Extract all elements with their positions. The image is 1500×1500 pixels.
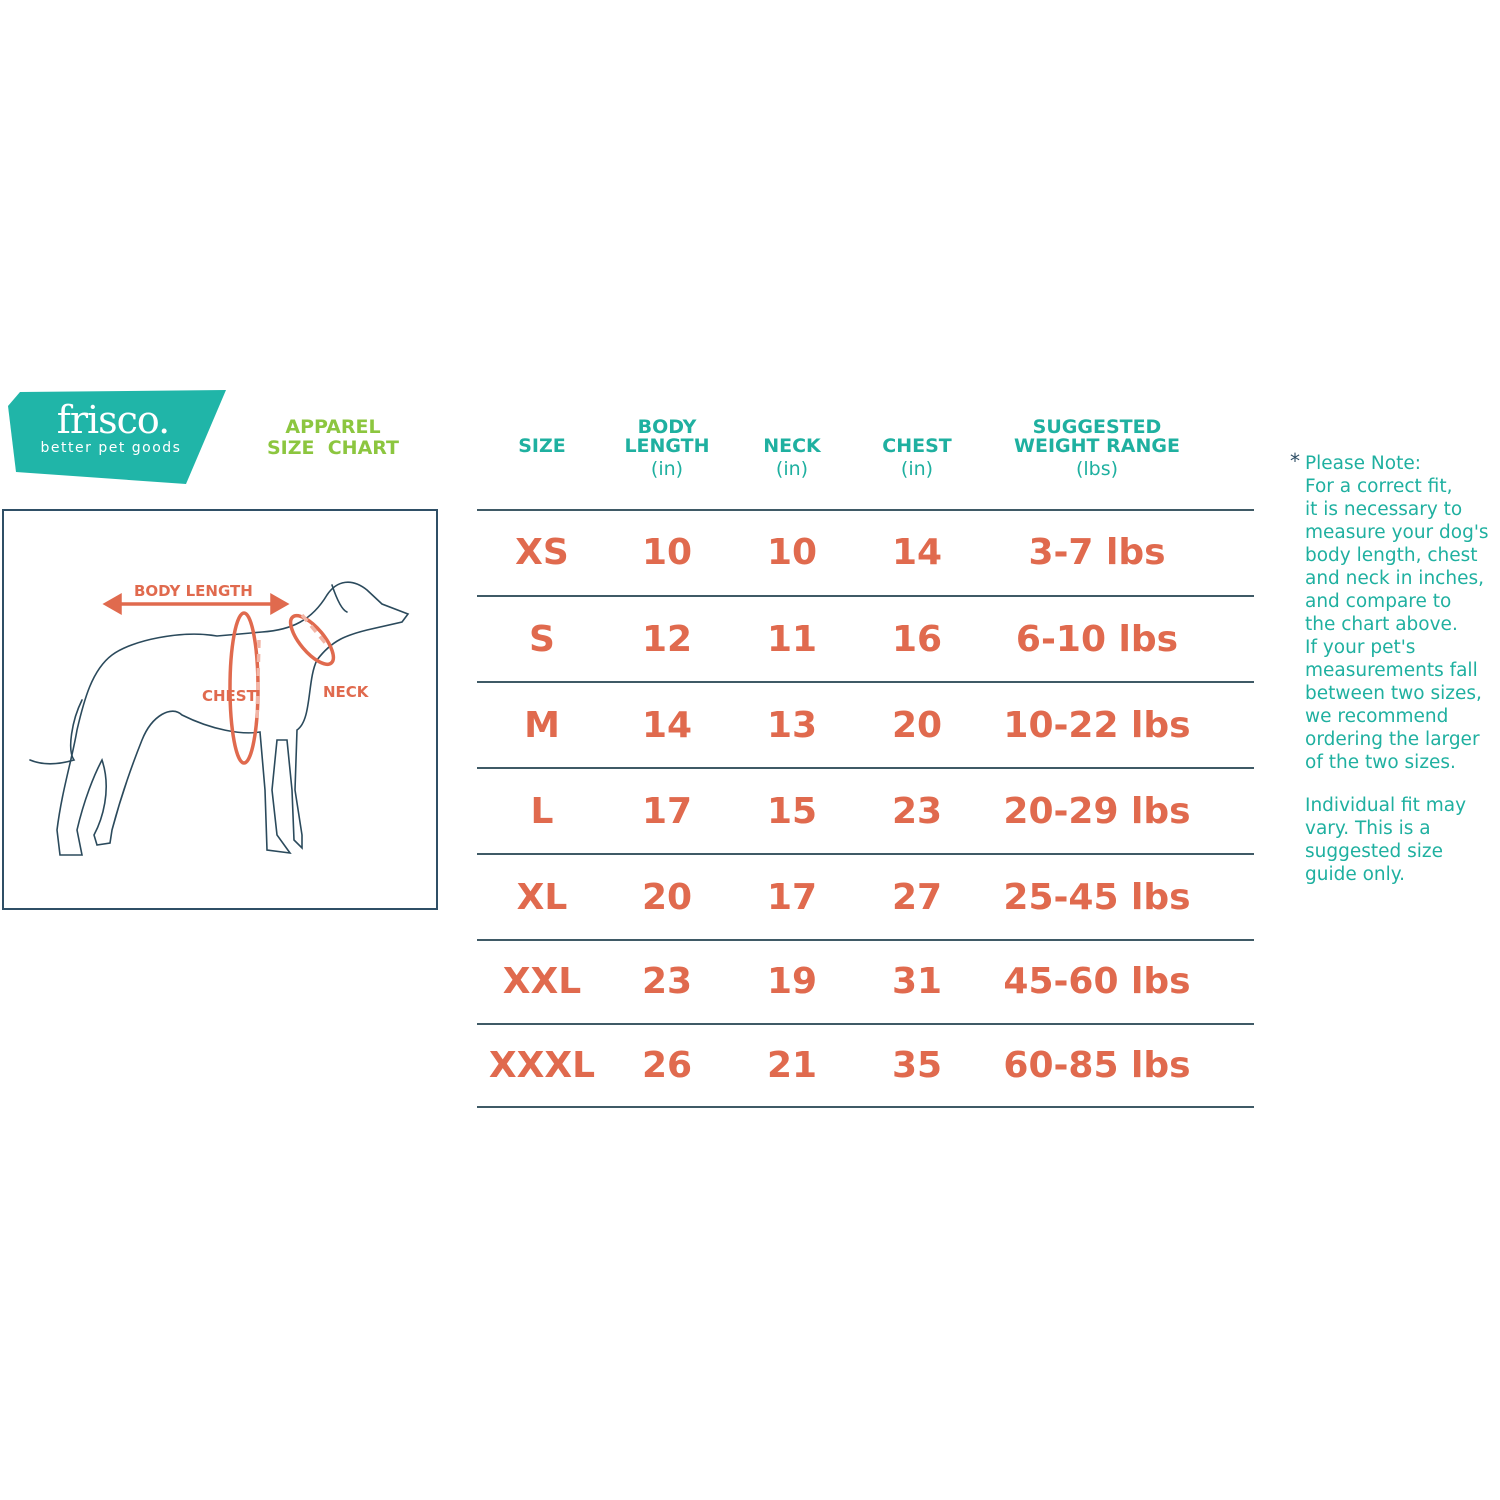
cell-chest: 27 xyxy=(891,877,943,918)
cell-chest: 20 xyxy=(891,705,943,746)
header-unit: (in) xyxy=(775,458,809,480)
cell-weight-range: 3-7 lbs xyxy=(1028,532,1166,573)
column-header-body-length: BODY LENGTH (in) xyxy=(577,418,757,482)
cell-size: L xyxy=(530,791,554,832)
cell-weight-range: 20-29 lbs xyxy=(1003,791,1191,832)
cell-size: XS xyxy=(515,532,569,573)
cell-weight-range: 6-10 lbs xyxy=(1015,619,1179,660)
column-header-neck: NECK (in) xyxy=(702,418,882,482)
note-line: body length, chest xyxy=(1305,545,1478,566)
sizing-note: * Please Note: For a correct fit, it is ne… xyxy=(1290,449,1500,886)
chart-title: APPAREL SIZE CHART xyxy=(258,417,408,459)
header-unit: (in) xyxy=(900,458,934,480)
row-divider xyxy=(477,853,1254,855)
header-line1: SUGGESTED xyxy=(1032,416,1162,438)
note-line: If your pet's xyxy=(1305,637,1416,658)
cell-chest: 14 xyxy=(891,532,943,573)
header-line2: SIZE xyxy=(518,435,566,457)
cell-neck: 10 xyxy=(766,532,818,573)
cell-body-length: 17 xyxy=(641,791,693,832)
header-line2: WEIGHT RANGE xyxy=(1014,435,1180,457)
cell-chest: 31 xyxy=(891,961,943,1002)
title-line2: SIZE CHART xyxy=(266,437,400,459)
body-length-label: BODY LENGTH xyxy=(134,582,253,600)
title-line1: APPAREL xyxy=(285,416,381,438)
row-divider xyxy=(477,681,1254,683)
brand-logo-badge xyxy=(8,390,226,484)
header-line2: CHEST xyxy=(882,435,952,457)
note-line: between two sizes, xyxy=(1305,683,1482,704)
brand-logo-name: frisco. xyxy=(56,398,170,442)
cell-neck: 21 xyxy=(766,1045,818,1086)
cell-weight-range: 45-60 lbs xyxy=(1003,961,1191,1002)
note-line: guide only. xyxy=(1305,864,1405,885)
cell-weight-range: 10-22 lbs xyxy=(1003,705,1191,746)
note-line: measure your dog's xyxy=(1305,522,1489,543)
column-header-size: SIZE xyxy=(452,418,632,482)
cell-size: XXXL xyxy=(488,1045,596,1086)
note-line: ordering the larger xyxy=(1305,729,1480,750)
cell-chest: 16 xyxy=(891,619,943,660)
note-line: of the two sizes. xyxy=(1305,752,1456,773)
dog-illustration xyxy=(29,581,410,856)
note-line: we recommend xyxy=(1305,706,1449,727)
row-divider xyxy=(477,509,1254,511)
cell-body-length: 14 xyxy=(641,705,693,746)
asterisk: * xyxy=(1290,449,1300,473)
cell-size: M xyxy=(524,705,560,746)
note-line: suggested size xyxy=(1305,841,1444,862)
header-line2: LENGTH xyxy=(624,435,710,457)
cell-weight-range: 25-45 lbs xyxy=(1003,877,1191,918)
cell-weight-range: 60-85 lbs xyxy=(1003,1045,1191,1086)
brand-tagline: better pet goods xyxy=(40,440,182,456)
neck-label: NECK xyxy=(323,683,369,701)
cell-neck: 11 xyxy=(766,619,818,660)
cell-size: S xyxy=(529,619,555,660)
note-line: Individual fit may xyxy=(1305,795,1467,816)
chest-label: CHEST xyxy=(202,687,257,705)
cell-neck: 19 xyxy=(766,961,818,1002)
note-line: and neck in inches, xyxy=(1305,568,1484,589)
row-divider xyxy=(477,1023,1254,1025)
cell-body-length: 12 xyxy=(641,619,693,660)
cell-body-length: 26 xyxy=(641,1045,693,1086)
cell-neck: 15 xyxy=(766,791,818,832)
cell-chest: 35 xyxy=(891,1045,943,1086)
column-header-weight-range: SUGGESTED WEIGHT RANGE (lbs) xyxy=(1007,418,1187,482)
row-divider xyxy=(477,1106,1254,1108)
cell-chest: 23 xyxy=(891,791,943,832)
row-divider xyxy=(477,939,1254,941)
header-unit: (lbs) xyxy=(1075,458,1119,480)
cell-body-length: 23 xyxy=(641,961,693,1002)
header-unit: (in) xyxy=(650,458,684,480)
column-header-chest: CHEST (in) xyxy=(827,418,1007,482)
cell-size: XL xyxy=(516,877,568,918)
note-line: and compare to xyxy=(1305,591,1452,612)
note-line: the chart above. xyxy=(1305,614,1458,635)
cell-body-length: 10 xyxy=(641,532,693,573)
note-line: measurements fall xyxy=(1305,660,1478,681)
row-divider xyxy=(477,595,1254,597)
cell-body-length: 20 xyxy=(641,877,693,918)
note-line: Please Note: xyxy=(1305,453,1421,474)
cell-neck: 17 xyxy=(766,877,818,918)
dog-measurement-diagram: BODY LENGTH CHEST NECK xyxy=(2,509,438,910)
note-line: vary. This is a xyxy=(1305,818,1431,839)
header-line2: NECK xyxy=(763,435,821,457)
cell-size: XXL xyxy=(502,961,582,1002)
note-line: it is necessary to xyxy=(1305,499,1463,520)
row-divider xyxy=(477,767,1254,769)
cell-neck: 13 xyxy=(766,705,818,746)
note-line: For a correct fit, xyxy=(1305,476,1453,497)
header-line1: BODY xyxy=(637,416,697,438)
